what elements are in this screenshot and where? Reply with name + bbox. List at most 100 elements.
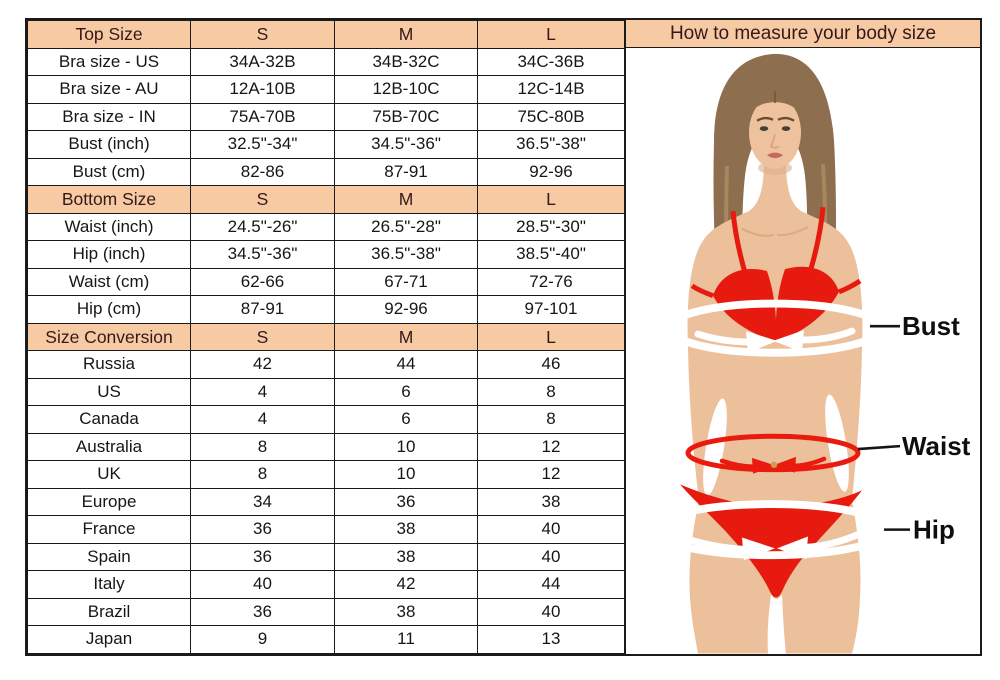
size-value-cell: 87-91 bbox=[334, 157, 478, 186]
size-value-cell: 75C-80B bbox=[477, 102, 625, 131]
size-column-header: S bbox=[190, 322, 335, 351]
size-value-cell: 75B-70C bbox=[334, 102, 478, 131]
size-value-cell: 10 bbox=[334, 432, 478, 461]
table-row: Waist (cm) 62-66 67-71 72-76 bbox=[27, 267, 625, 296]
callout-lines bbox=[857, 324, 910, 531]
row-label: Japan bbox=[27, 625, 191, 654]
section-header-label: Bottom Size bbox=[27, 185, 191, 214]
bust-label: Bust bbox=[902, 313, 960, 341]
size-column-header: L bbox=[477, 185, 625, 214]
size-value-cell: 34B-32C bbox=[334, 47, 478, 76]
table-row: Hip (cm) 87-91 92-96 97-101 bbox=[27, 295, 625, 324]
hip-arrow-shafts bbox=[678, 530, 864, 553]
size-value-cell: 12 bbox=[477, 432, 625, 461]
size-value-cell: 92-96 bbox=[334, 295, 478, 324]
size-value-cell: 36.5"-38" bbox=[477, 130, 625, 159]
measure-bands bbox=[650, 299, 892, 561]
size-column-header: L bbox=[477, 20, 625, 49]
table-row: Japan 9 11 13 bbox=[27, 625, 625, 654]
row-label: Bust (inch) bbox=[27, 130, 191, 159]
table-row: UK 8 10 12 bbox=[27, 460, 625, 489]
size-value-cell: 8 bbox=[190, 432, 335, 461]
row-label: Hip (cm) bbox=[27, 295, 191, 324]
size-value-cell: 34A-32B bbox=[190, 47, 335, 76]
table-row: Bust (inch) 32.5"-34" 34.5"-36" 36.5"-38" bbox=[27, 130, 625, 159]
measure-callouts: Bust Waist Hip bbox=[857, 313, 971, 544]
size-value-cell: 82-86 bbox=[190, 157, 335, 186]
waist-arrowhead-left bbox=[752, 457, 776, 474]
eye-left bbox=[759, 126, 769, 131]
row-label: Italy bbox=[27, 570, 191, 599]
lips bbox=[767, 152, 783, 159]
section-header-row: Bottom Size S M L bbox=[27, 185, 625, 214]
bust-arrow-shafts bbox=[694, 327, 856, 346]
size-value-cell: 36 bbox=[190, 515, 335, 544]
size-value-cell: 12B-10C bbox=[334, 75, 478, 104]
size-value-cell: 38 bbox=[477, 487, 625, 516]
row-label: Russia bbox=[27, 350, 191, 379]
measure-panel: How to measure your body size bbox=[625, 20, 980, 654]
size-value-cell: 40 bbox=[477, 597, 625, 626]
bust-arrowhead-left bbox=[746, 331, 777, 353]
table-row: Russia 42 44 46 bbox=[27, 350, 625, 379]
table-row: Waist (inch) 24.5"-26" 26.5"-28" 28.5"-30" bbox=[27, 212, 625, 241]
size-value-cell: 38 bbox=[334, 542, 478, 571]
size-value-cell: 13 bbox=[477, 625, 625, 654]
row-label: Brazil bbox=[27, 597, 191, 626]
panel-title: How to measure your body size bbox=[626, 20, 980, 48]
table-row: Europe 34 36 38 bbox=[27, 487, 625, 516]
size-value-cell: 46 bbox=[477, 350, 625, 379]
face bbox=[749, 96, 801, 169]
section-header-label: Size Conversion bbox=[27, 322, 191, 351]
chart-layout: Top Size S M L Bra size - US 34A-32B 34B-32C 34… bbox=[25, 18, 982, 656]
bust-band bbox=[665, 299, 885, 357]
waist-arrowhead-right bbox=[772, 456, 796, 473]
row-label: UK bbox=[27, 460, 191, 489]
size-column-header: L bbox=[477, 322, 625, 351]
size-value-cell: 72-76 bbox=[477, 267, 625, 296]
size-value-cell: 24.5"-26" bbox=[190, 212, 335, 241]
size-value-cell: 36 bbox=[190, 542, 335, 571]
waist-label: Waist bbox=[902, 433, 971, 461]
size-value-cell: 26.5"-28" bbox=[334, 212, 478, 241]
waist-band bbox=[685, 433, 861, 473]
size-value-cell: 87-91 bbox=[190, 295, 335, 324]
size-table-body: Top Size S M L Bra size - US 34A-32B 34B-32C 34… bbox=[27, 20, 625, 654]
size-value-cell: 44 bbox=[334, 350, 478, 379]
row-label: Hip (inch) bbox=[27, 240, 191, 269]
table-row: US 4 6 8 bbox=[27, 377, 625, 406]
table-row: Hip (inch) 34.5"-36" 36.5"-38" 38.5"-40" bbox=[27, 240, 625, 269]
size-value-cell: 12A-10B bbox=[190, 75, 335, 104]
size-value-cell: 8 bbox=[477, 377, 625, 406]
hip-arrowhead-left bbox=[742, 537, 775, 561]
row-label: Canada bbox=[27, 405, 191, 434]
size-column-header: M bbox=[334, 185, 478, 214]
table-row: Bra size - IN 75A-70B 75B-70C 75C-80B bbox=[27, 102, 625, 131]
size-value-cell: 44 bbox=[477, 570, 625, 599]
row-label: Bra size - IN bbox=[27, 102, 191, 131]
size-value-cell: 8 bbox=[190, 460, 335, 489]
size-value-cell: 97-101 bbox=[477, 295, 625, 324]
row-label: US bbox=[27, 377, 191, 406]
size-value-cell: 34.5"-36" bbox=[190, 240, 335, 269]
size-value-cell: 9 bbox=[190, 625, 335, 654]
size-value-cell: 36.5"-38" bbox=[334, 240, 478, 269]
collarbones bbox=[741, 225, 809, 237]
size-value-cell: 34.5"-36" bbox=[334, 130, 478, 159]
waist-gap-left bbox=[703, 398, 727, 496]
size-column-header: M bbox=[334, 322, 478, 351]
row-label: Bra size - US bbox=[27, 47, 191, 76]
size-value-cell: 36 bbox=[334, 487, 478, 516]
row-label: France bbox=[27, 515, 191, 544]
row-label: Bra size - AU bbox=[27, 75, 191, 104]
size-value-cell: 28.5"-30" bbox=[477, 212, 625, 241]
size-chart-table: Top Size S M L Bra size - US 34A-32B 34B-32C 34… bbox=[27, 20, 625, 654]
size-column-header: S bbox=[190, 185, 335, 214]
hip-arrowhead-right bbox=[777, 536, 808, 560]
table-row: France 36 38 40 bbox=[27, 515, 625, 544]
row-label: Waist (cm) bbox=[27, 267, 191, 296]
size-value-cell: 75A-70B bbox=[190, 102, 335, 131]
size-value-cell: 12C-14B bbox=[477, 75, 625, 104]
table-row: Bust (cm) 82-86 87-91 92-96 bbox=[27, 157, 625, 186]
